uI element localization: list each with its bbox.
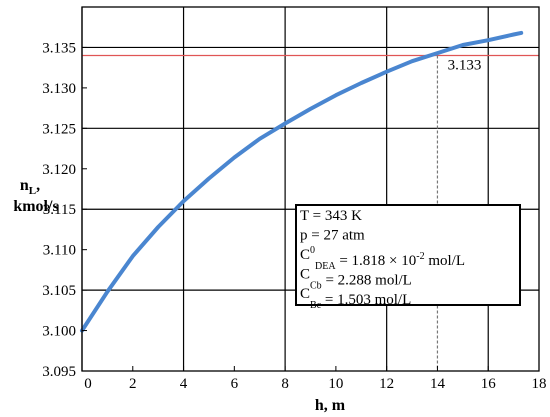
y-tick-label: 3.135 <box>42 40 76 56</box>
y-tick-label: 3.110 <box>43 243 76 259</box>
x-axis-ticks: 0 2 4 6 8 10 12 14 16 18 <box>81 366 547 392</box>
y-axis-title-suffix: , <box>36 177 40 194</box>
x-tick-label: 4 <box>180 376 188 392</box>
legend-text: C <box>300 286 310 302</box>
y-axis-title: nL, <box>20 177 40 197</box>
legend-text: = 1.818 × 10 <box>336 253 417 269</box>
legend-line: C0DEA = 1.818 × 10-2 mol/L <box>300 245 465 272</box>
legend-frame <box>295 204 521 306</box>
plot-frame <box>81 6 540 372</box>
legend-line: T = 343 K <box>300 208 362 224</box>
legend-text: C <box>300 247 310 263</box>
legend-line: CCb = 2.288 mol/L <box>300 267 412 292</box>
x-tick-label: 16 <box>481 376 497 392</box>
x-tick-label: 12 <box>379 376 394 392</box>
legend-sub: Cb <box>310 281 322 292</box>
legend-text: p = 27 atm <box>300 228 365 244</box>
legend-sup: 0 <box>310 245 315 256</box>
legend-text: = 2.288 mol/L <box>322 273 412 289</box>
y-axis-title-sub: L <box>29 185 36 197</box>
y-tick-label: 3.105 <box>42 283 76 299</box>
y-tick-label: 3.095 <box>42 364 76 380</box>
y-axis-ticks: 3.095 3.100 3.105 3.110 3.115 3.120 3.125 3.130… <box>42 40 87 380</box>
series-layer <box>80 30 524 333</box>
legend-sup: -2 <box>416 251 424 262</box>
y-tick-label: 3.130 <box>42 81 76 97</box>
x-tick-label: 14 <box>430 376 446 392</box>
legend-text: C <box>300 267 310 283</box>
x-tick-label: 18 <box>532 376 547 392</box>
x-axis-title: h, m <box>315 397 346 414</box>
legend-line: CBc = 1.503 mol/L <box>300 286 411 311</box>
annotation-value: 3.133 <box>448 57 482 73</box>
x-tick-label: 6 <box>231 376 239 392</box>
legend-sub: DEA <box>315 261 336 272</box>
x-tick-label: 0 <box>84 376 92 392</box>
legend-text: = 1.503 mol/L <box>321 292 411 308</box>
legend-text: T = 343 K <box>300 208 362 224</box>
x-tick-label: 8 <box>281 376 289 392</box>
x-tick-label: 2 <box>129 376 137 392</box>
legend-text: mol/L <box>425 253 465 269</box>
y-tick-label: 3.100 <box>42 324 76 340</box>
series-line <box>80 30 524 333</box>
legend-line: p = 27 atm <box>300 228 365 244</box>
y-tick-label: 3.120 <box>42 162 76 178</box>
y-tick-label: 3.115 <box>43 202 76 218</box>
y-tick-label: 3.125 <box>42 121 76 137</box>
y-axis-title-line2: kmol/s <box>13 198 58 215</box>
legend-sub: Bc <box>310 300 322 311</box>
x-tick-label: 10 <box>328 376 343 392</box>
y-axis-title-main: n <box>20 177 29 194</box>
